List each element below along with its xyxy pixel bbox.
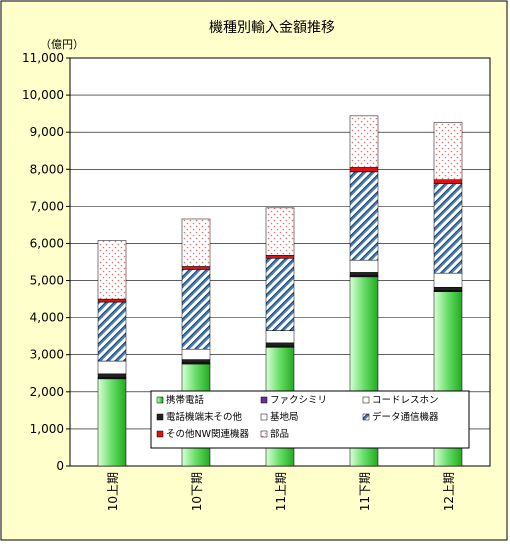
legend-label: 電話機端末その他: [166, 411, 243, 423]
legend-item: データ通信機器: [362, 411, 439, 423]
bar-segment: [349, 167, 379, 173]
bar-segment: [97, 378, 127, 467]
y-tick-label: 5,000: [30, 274, 64, 288]
bar-segment: [181, 348, 211, 360]
y-tick-label: 3,000: [30, 348, 64, 362]
bar-stack: [97, 240, 127, 467]
bar-segment: [349, 115, 379, 168]
bar-segment: [349, 259, 379, 273]
y-tick-label: 8,000: [30, 162, 64, 176]
bar-segment: [433, 122, 463, 180]
bar-segment: [97, 301, 127, 362]
x-tick-label: 10上期: [106, 472, 120, 511]
legend-swatch: [260, 430, 268, 438]
bar-segment: [97, 240, 127, 300]
legend-item: その他NW関連機器: [156, 428, 249, 440]
legend-item: 基地局: [260, 411, 299, 423]
legend-label: 部品: [270, 428, 289, 440]
bar-segment: [349, 171, 379, 261]
legend-label: 基地局: [270, 411, 299, 423]
legend-label: その他NW関連機器: [166, 428, 249, 440]
legend-swatch: [156, 396, 164, 404]
y-unit-label: （億円）: [40, 38, 84, 51]
x-tick-label: 11上期: [274, 472, 288, 511]
bar-segment: [265, 330, 295, 344]
x-tick-label: 12上期: [442, 472, 456, 511]
legend-swatch: [362, 413, 370, 421]
legend-box: [150, 390, 470, 449]
y-tick-label: 2,000: [30, 385, 64, 399]
legend-item: ファクシミリ: [260, 395, 327, 406]
y-tick-label: 6,000: [30, 236, 64, 250]
legend-item: 携帯電話: [156, 394, 205, 406]
y-tick-label: 7,000: [30, 199, 64, 213]
bar-segment: [433, 183, 463, 274]
legend-label: コードレスホン: [372, 395, 439, 406]
legend-swatch: [156, 413, 164, 421]
y-tick-label: 0: [56, 459, 64, 473]
y-axis: 0 1,000 2,000 3,000 4,000 5,000 6,000 7,000 8,00…: [22, 51, 70, 473]
x-axis: 10上期 10下期 11上期 11下期 12上期: [106, 472, 456, 511]
legend-swatch: [156, 430, 164, 438]
bar-segment: [265, 342, 295, 347]
legend-label: データ通信機器: [372, 411, 439, 423]
y-tick-label: 11,000: [22, 51, 64, 65]
bar-segment: [433, 286, 463, 291]
y-tick-label: 1,000: [30, 422, 64, 436]
y-tick-label: 4,000: [30, 311, 64, 325]
bar-segment: [265, 258, 295, 331]
x-tick-label: 10下期: [190, 472, 204, 511]
chart-title: 機種別輸入金額推移: [209, 20, 335, 36]
legend-item: 部品: [260, 428, 289, 440]
legend-swatch: [260, 413, 268, 421]
bar-segment: [181, 266, 211, 270]
bar-segment: [265, 207, 295, 256]
legend-item: 電話機端末その他: [156, 411, 243, 423]
bar-segment: [181, 218, 211, 267]
bar-segment: [97, 373, 127, 378]
legend-label: 携帯電話: [166, 394, 205, 406]
bar-segment: [433, 272, 463, 288]
legend-item: コードレスホン: [362, 395, 439, 406]
bar-segment: [181, 269, 211, 350]
legend-swatch: [362, 396, 370, 404]
y-tick-label: 9,000: [30, 125, 64, 139]
y-tick-label: 10,000: [22, 88, 64, 102]
bar-segment: [265, 255, 295, 259]
legend-label: ファクシミリ: [270, 395, 327, 406]
x-tick-label: 11下期: [358, 472, 372, 511]
bar-segment: [433, 179, 463, 184]
bar-segment: [97, 298, 127, 303]
bar-segment: [349, 272, 379, 276]
bar-segment: [181, 359, 211, 363]
bar-segment: [97, 360, 127, 375]
legend-swatch: [260, 396, 268, 404]
